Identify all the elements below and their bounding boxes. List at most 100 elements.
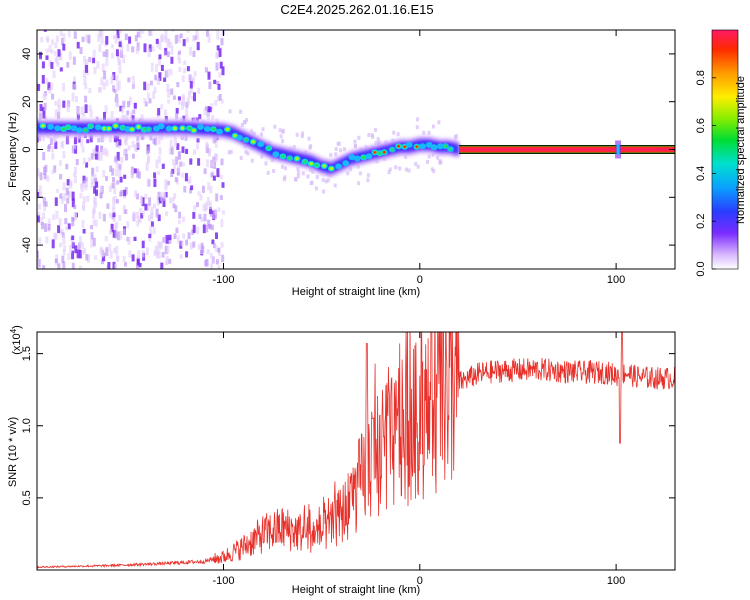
band-core [453, 144, 457, 152]
band-blob [94, 124, 102, 131]
noise-speck [147, 48, 151, 57]
noise-speck [149, 135, 153, 141]
noise-speck [44, 223, 47, 232]
noise-speck [215, 232, 218, 239]
band-blob [348, 154, 356, 161]
noise-speck [95, 181, 99, 188]
noise-speck [38, 133, 42, 141]
noise-speck [171, 159, 175, 166]
noise-speck [122, 100, 126, 109]
noise-speck [179, 161, 183, 167]
noise-speck [84, 34, 88, 42]
noise-speck [189, 89, 193, 94]
noise-speck [46, 175, 50, 182]
noise-speck [76, 41, 80, 49]
noise-speck [98, 44, 102, 53]
spectrogram-y-tick-label: 20 [21, 96, 33, 108]
noise-speck [157, 136, 161, 145]
noise-speck [58, 160, 62, 166]
noise-speck [38, 203, 41, 210]
noise-speck [37, 214, 40, 223]
spectrogram-x-tick-label: 100 [607, 274, 625, 286]
noise-speck [131, 141, 135, 148]
noise-speck [158, 41, 162, 50]
noise-speck [146, 178, 150, 187]
band-core [229, 128, 232, 136]
noise-speck [57, 98, 61, 108]
band-blob [70, 125, 78, 132]
noise-speck [206, 197, 210, 206]
noise-speck [131, 153, 135, 159]
noise-speck [205, 144, 209, 154]
noise-speck [55, 210, 59, 219]
noise-speck [453, 135, 457, 140]
noise-speck [392, 130, 396, 135]
noise-speck [61, 255, 65, 264]
noise-speck [38, 237, 42, 245]
noise-speck [311, 169, 315, 174]
band-core [348, 156, 351, 164]
noise-speck [92, 49, 96, 57]
noise-speck [136, 168, 140, 178]
noise-speck [195, 117, 199, 122]
noise-speck [310, 180, 314, 185]
noise-speck [162, 198, 166, 207]
noise-speck [130, 169, 134, 179]
noise-speck [160, 262, 164, 269]
noise-speck [94, 147, 98, 156]
noise-speck [152, 138, 156, 144]
band-blob-core [102, 126, 107, 131]
noise-speck [74, 145, 78, 154]
noise-speck [185, 114, 189, 121]
noise-speck [41, 61, 45, 69]
noise-speck [228, 109, 232, 114]
noise-speck [64, 204, 67, 213]
noise-speck [221, 182, 225, 188]
band-blob-core [287, 156, 292, 160]
chart-title: C2E4.2025.262.01.16.E15 [280, 2, 433, 17]
noise-speck [111, 52, 114, 59]
noise-speck [333, 183, 337, 188]
noise-speck [83, 76, 87, 85]
noise-speck [209, 185, 213, 194]
noise-speck [105, 176, 108, 181]
noise-speck [90, 181, 94, 189]
noise-speck [314, 186, 318, 191]
band-blob-core [187, 126, 192, 130]
noise-speck [46, 38, 50, 43]
noise-speck [67, 100, 71, 108]
noise-speck [205, 225, 209, 233]
band-blob-core [41, 124, 45, 128]
snr-y-tick-label: 1.5 [21, 346, 33, 361]
noise-speck [167, 99, 171, 104]
noise-speck [58, 218, 62, 226]
noise-speck [166, 51, 170, 57]
noise-speck [112, 201, 116, 210]
noise-speck [162, 237, 166, 243]
noise-speck [161, 163, 165, 169]
noise-speck [107, 262, 111, 269]
noise-speck [126, 110, 130, 115]
noise-speck [50, 62, 54, 69]
noise-speck [118, 66, 122, 74]
noise-speck [145, 247, 149, 256]
noise-speck [182, 216, 186, 223]
noise-speck [117, 231, 121, 241]
noise-speck [210, 103, 214, 111]
noise-speck [111, 183, 115, 189]
spectrogram-x-axis-label: Height of straight line (km) [292, 286, 420, 298]
noise-speck [65, 226, 68, 231]
noise-speck [210, 172, 214, 178]
noise-speck [157, 155, 161, 164]
noise-speck [60, 196, 64, 204]
band-blob [430, 144, 438, 151]
noise-speck [173, 193, 177, 199]
band-blob-core [113, 124, 118, 128]
noise-speck [158, 197, 162, 204]
noise-speck [326, 178, 330, 183]
noise-speck [77, 106, 81, 116]
noise-speck [146, 92, 150, 99]
band-blob [437, 143, 444, 150]
band-blob-core [142, 128, 146, 132]
band-blob [216, 128, 223, 135]
